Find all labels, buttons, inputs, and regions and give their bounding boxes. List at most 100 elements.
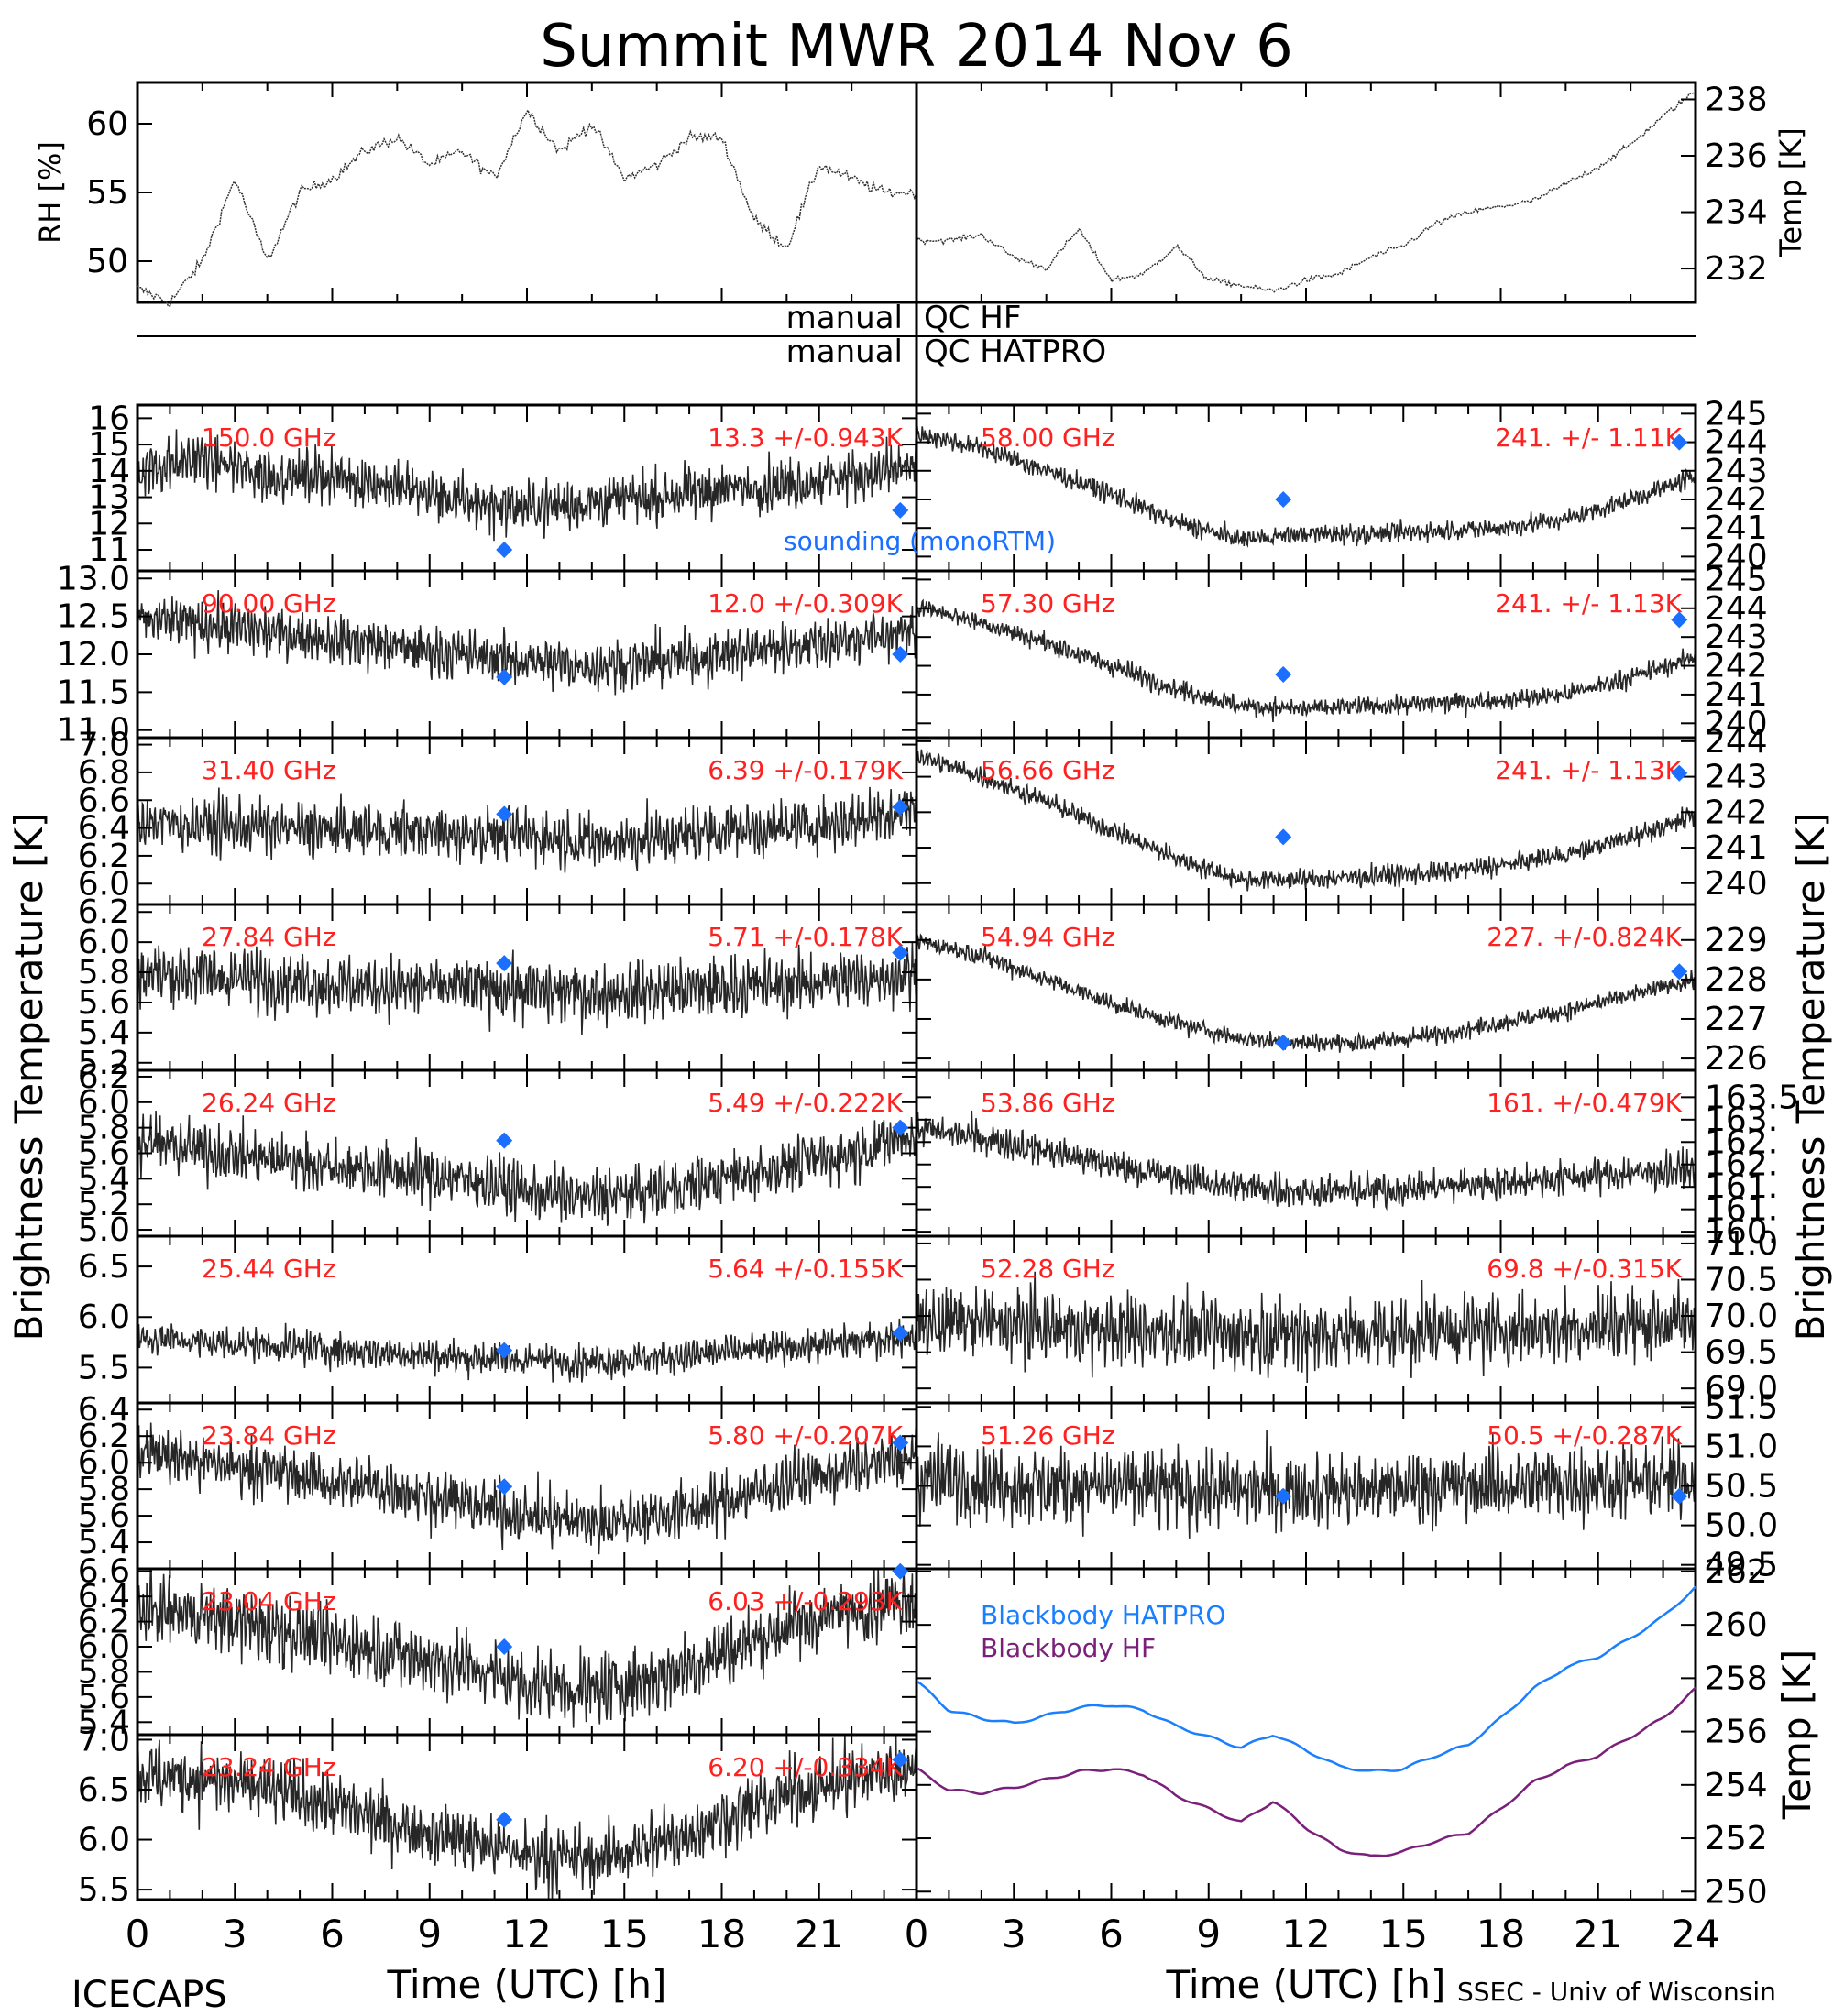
freq-label: 54.94 GHz xyxy=(981,922,1115,952)
data-series xyxy=(137,1318,916,1383)
footer-left: ICECAPS xyxy=(71,1974,227,2016)
legend-label: Blackbody HATPRO xyxy=(981,1600,1225,1630)
data-trace xyxy=(137,1318,916,1383)
y-tick-label: 69.5 xyxy=(1705,1334,1778,1372)
sounding-marker xyxy=(1671,611,1688,629)
y-tick-label: 6.6 xyxy=(78,1553,130,1591)
y-tick-label: 244 xyxy=(1705,590,1768,628)
y-tick-label: 11.0 xyxy=(57,712,130,750)
y-tick-label: 50.0 xyxy=(1705,1507,1778,1545)
y-tick-label: 13.0 xyxy=(57,560,130,597)
sounding-marker xyxy=(1671,764,1688,782)
data-series xyxy=(916,1110,1696,1211)
y-tick-label: 49.5 xyxy=(1705,1547,1778,1584)
data-series xyxy=(137,590,916,696)
x-tick-label: 6 xyxy=(1099,1912,1124,1956)
x-tick-label: 18 xyxy=(697,1912,746,1956)
y-tick-label: 252 xyxy=(1705,1820,1768,1857)
x-tick-label: 21 xyxy=(795,1912,843,1956)
y-tick-label: 242 xyxy=(1705,794,1768,831)
y-tick-label: 6.0 xyxy=(78,1084,130,1122)
y-tick-label: 228 xyxy=(1705,961,1768,999)
qc-hf-left: manual xyxy=(786,300,903,336)
stat-label: 5.64 +/-0.155K xyxy=(708,1254,903,1284)
data-series xyxy=(137,1569,916,1728)
y-tick-label: 5.2 xyxy=(78,1186,130,1223)
sounding-marker xyxy=(892,798,909,816)
stat-label: 161. +/-0.479K xyxy=(1487,1088,1682,1118)
sounding-marker xyxy=(496,668,513,685)
legend-label: Blackbody HF xyxy=(981,1633,1156,1663)
y-tick-label: 262 xyxy=(1705,1553,1768,1591)
x-tick-label: 3 xyxy=(1002,1912,1026,1956)
panel-26-24-GHz: 5.05.25.45.65.86.06.2 26.24 GHz 5.49 +/-0.… xyxy=(78,1058,918,1249)
y-tick-label: 12.0 xyxy=(57,636,130,674)
data-trace xyxy=(916,749,1696,892)
x-tick-label: 12 xyxy=(502,1912,551,1956)
freq-label: 90.00 GHz xyxy=(202,588,336,619)
freq-label: 56.66 GHz xyxy=(981,755,1115,785)
sounding-marker xyxy=(496,542,513,559)
data-trace xyxy=(137,1735,916,1900)
y-tick-label: 240 xyxy=(1705,538,1768,575)
sounding-marker xyxy=(1275,490,1292,508)
x-tick-label: 24 xyxy=(1671,1912,1719,1956)
y-tick-label: 5.4 xyxy=(78,1704,130,1741)
y-tick-label: 5.8 xyxy=(78,1653,130,1691)
rh-ylabel: RH [%] xyxy=(33,141,68,244)
y-tick-label: 240 xyxy=(1705,865,1768,903)
y-tick-label: 241 xyxy=(1705,509,1768,547)
stat-label: 69.8 +/-0.315K xyxy=(1487,1254,1682,1284)
data-trace xyxy=(916,933,1696,1053)
blackbody-line xyxy=(916,1686,1696,1857)
panel-23-84-GHz: 5.45.65.86.06.26.4 23.84 GHz 5.80 +/-0.207… xyxy=(78,1391,918,1571)
data-series xyxy=(137,1735,916,1900)
y-tick-label: 162. xyxy=(1705,1146,1778,1184)
y-tick-label: 234 xyxy=(1705,194,1768,232)
stat-label: 5.49 +/-0.222K xyxy=(708,1088,903,1118)
sounding-marker xyxy=(1275,1487,1292,1505)
sounding-marker xyxy=(892,1119,909,1136)
y-tick-label: 6.0 xyxy=(78,1298,130,1336)
y-tick-label: 242 xyxy=(1705,481,1768,519)
y-tick-label: 70.0 xyxy=(1705,1298,1778,1335)
xlabel-right: Time (UTC) [h] xyxy=(1166,1962,1446,2007)
data-series xyxy=(137,1110,916,1226)
data-trace xyxy=(916,1110,1696,1211)
y-tick-label: 5.6 xyxy=(78,984,130,1022)
y-tick-label: 6.2 xyxy=(78,1418,130,1455)
panel-90-00-GHz: 11.011.512.012.513.0 90.00 GHz 12.0 +/-0.3… xyxy=(57,560,918,750)
y-tick-label: 12.5 xyxy=(57,598,130,636)
sounding-marker xyxy=(496,955,513,972)
y-tick-label: 227 xyxy=(1705,1001,1768,1038)
stat-label: 6.03 +/-0.293K xyxy=(708,1586,903,1616)
y-tick-label: 6.8 xyxy=(78,754,130,792)
data-trace xyxy=(137,941,916,1035)
data-series xyxy=(916,1271,1696,1384)
stat-label: 6.20 +/-0.334K xyxy=(708,1752,903,1782)
blackbody-ylabel: Temp [K] xyxy=(1774,1649,1819,1821)
y-tick-label: 5.8 xyxy=(78,954,130,992)
sounding-legend: sounding (monoRTM) xyxy=(784,526,1056,556)
data-series xyxy=(137,429,916,542)
sounding-marker xyxy=(892,944,909,961)
data-trace xyxy=(137,590,916,696)
y-tick-label: 16 xyxy=(88,400,130,437)
y-tick-label: 161. xyxy=(1705,1168,1778,1206)
freq-label: 53.86 GHz xyxy=(981,1088,1115,1118)
temp-ylabel: Temp [K] xyxy=(1773,127,1808,257)
y-tick-label: 241 xyxy=(1705,676,1768,714)
y-tick-label: 243 xyxy=(1705,619,1768,656)
y-tick-label: 6.2 xyxy=(78,893,130,931)
y-tick-label: 229 xyxy=(1705,922,1768,959)
panel-frame xyxy=(915,903,1697,1072)
y-tick-label: 244 xyxy=(1705,723,1768,761)
y-tick-label: 160. xyxy=(1705,1213,1778,1251)
xlabel-left: Time (UTC) [h] xyxy=(387,1962,667,2007)
x-tick-label: 6 xyxy=(320,1912,345,1956)
sounding-marker xyxy=(1275,665,1292,683)
